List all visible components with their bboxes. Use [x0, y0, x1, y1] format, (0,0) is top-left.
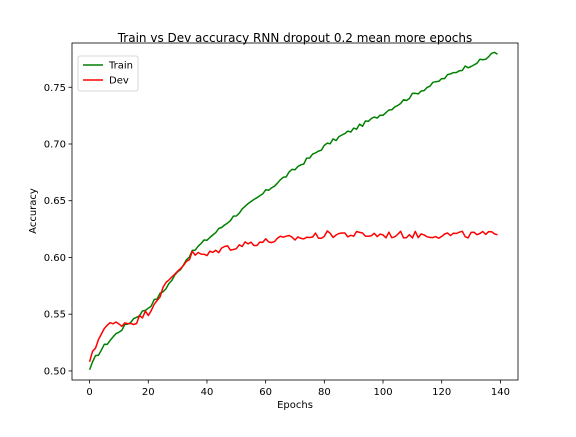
x-tick-label: 40	[201, 387, 214, 398]
chart-title: Train vs Dev accuracy RNN dropout 0.2 me…	[117, 31, 473, 45]
legend-label-train: Train	[108, 61, 133, 72]
axes-frame	[72, 43, 518, 380]
series-line-train	[90, 52, 498, 369]
x-tick-label: 140	[491, 387, 510, 398]
y-tick-label: 0.75	[44, 83, 66, 94]
x-tick-label: 120	[432, 387, 451, 398]
y-tick-label: 0.50	[44, 366, 66, 377]
x-tick-label: 20	[142, 387, 155, 398]
y-tick-label: 0.60	[44, 253, 66, 264]
legend: Train Dev	[78, 56, 138, 91]
y-tick-label: 0.55	[44, 310, 66, 321]
x-axis-label: Epochs	[277, 400, 313, 411]
x-tick-label: 0	[86, 387, 92, 398]
x-tick-label: 80	[318, 387, 331, 398]
x-tick-label: 60	[259, 387, 272, 398]
legend-label-dev: Dev	[109, 76, 129, 87]
series-layer	[90, 52, 498, 369]
x-tick-label: 100	[373, 387, 392, 398]
series-line-dev	[90, 231, 498, 362]
y-axis-label: Accuracy	[28, 188, 39, 234]
y-tick-label: 0.70	[44, 139, 66, 150]
tick-layer: 0 20 40 60 80 100 120 140 0.50 0.55 0.60 0.65 0.70 0.…	[44, 83, 510, 398]
y-tick-label: 0.65	[44, 196, 66, 207]
